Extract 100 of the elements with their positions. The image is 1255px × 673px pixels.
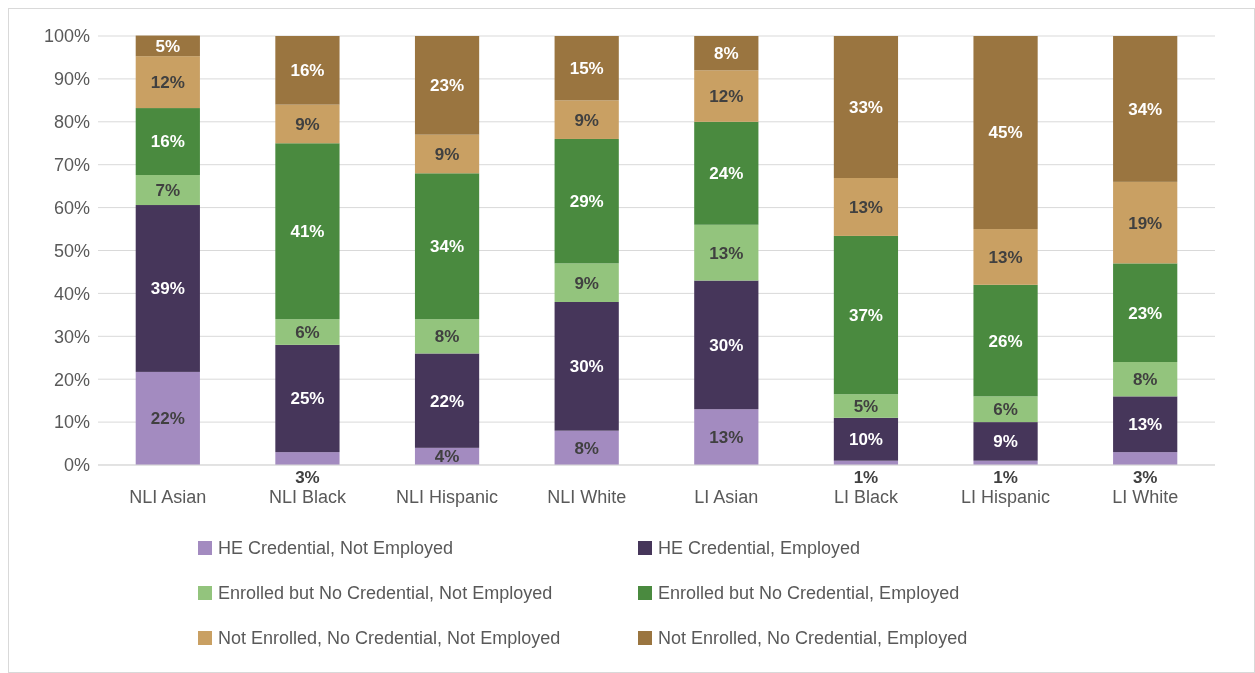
y-tick-label: 10%: [53, 412, 90, 433]
bar: [973, 36, 1038, 230]
data-label: 34%: [430, 237, 465, 257]
data-label: 29%: [569, 192, 604, 212]
bar: [275, 452, 340, 465]
legend-label: Enrolled but No Credential, Employed: [658, 583, 960, 604]
data-label: 3%: [295, 467, 320, 487]
bar: [833, 417, 899, 461]
bar: [554, 301, 619, 431]
bar: [135, 175, 200, 206]
y-tick-label: 40%: [53, 283, 90, 304]
bar: [275, 143, 340, 320]
legend-label: HE Credential, Employed: [658, 538, 861, 559]
data-label: 8%: [714, 44, 739, 64]
data-label: 25%: [290, 389, 325, 409]
data-label: 15%: [569, 59, 604, 79]
bar: [414, 173, 480, 320]
data-label: 13%: [709, 428, 744, 448]
bar: [554, 138, 619, 264]
data-label: 13%: [848, 197, 883, 217]
bar: [1113, 263, 1178, 363]
bar: [1113, 396, 1178, 453]
data-label: 22%: [150, 409, 185, 429]
bar: [973, 229, 1038, 285]
data-label: 8%: [574, 438, 599, 458]
y-tick-label: 100%: [43, 26, 90, 47]
data-label: 6%: [295, 322, 320, 342]
data-label: 8%: [434, 327, 460, 347]
data-label: 5%: [853, 396, 879, 416]
data-label: 10%: [848, 430, 883, 450]
data-label: 26%: [988, 331, 1023, 351]
bar: [414, 134, 480, 174]
bar: [275, 319, 340, 345]
data-label: 23%: [430, 76, 465, 96]
x-tick-label: LI Hispanic: [961, 487, 1051, 507]
bar: [694, 409, 759, 465]
bar: [973, 422, 1038, 461]
legend-label: Enrolled but No Credential, Not Employed: [218, 583, 553, 604]
bar: [973, 396, 1038, 423]
data-label: 7%: [155, 180, 181, 200]
data-label: 8%: [1132, 370, 1158, 390]
bar: [694, 280, 759, 410]
data-label: 19%: [1128, 213, 1163, 233]
bar: [973, 284, 1038, 397]
bar: [694, 224, 759, 281]
data-label: 1%: [853, 467, 879, 487]
data-label: 16%: [290, 61, 325, 81]
data-label: 6%: [993, 400, 1018, 420]
data-label: 9%: [574, 273, 599, 293]
bar: [1113, 452, 1178, 465]
data-label: 24%: [709, 164, 744, 184]
x-tick-label: NLI Hispanic: [396, 487, 499, 507]
data-label: 16%: [150, 132, 185, 152]
bar: [135, 108, 200, 175]
x-tick-label: LI White: [1112, 487, 1179, 507]
data-label: 30%: [569, 357, 604, 377]
x-tick-label: NLI Black: [268, 487, 347, 507]
bar: [275, 104, 340, 144]
bar: [414, 353, 480, 448]
data-label: 12%: [150, 73, 185, 93]
data-label: 23%: [1128, 303, 1163, 323]
bar: [275, 344, 340, 453]
data-label: 13%: [709, 243, 744, 263]
bar: [694, 121, 759, 225]
data-label: 13%: [988, 247, 1023, 267]
y-tick-label: 80%: [53, 112, 90, 133]
bar: [1113, 181, 1178, 264]
y-tick-label: 0%: [63, 455, 90, 476]
x-tick-label: NLI White: [547, 487, 627, 507]
bar: [135, 56, 200, 109]
data-label: 39%: [150, 279, 185, 299]
data-label: 13%: [1128, 415, 1163, 435]
bar: [833, 36, 899, 178]
y-tick-label: 60%: [53, 197, 90, 218]
x-tick-label: NLI Asian: [129, 487, 207, 507]
data-label: 9%: [993, 432, 1018, 452]
y-tick-label: 30%: [53, 326, 90, 347]
y-tick-label: 20%: [53, 369, 90, 390]
data-label: 9%: [574, 110, 599, 130]
bar: [694, 70, 759, 122]
data-label: 45%: [988, 123, 1023, 143]
y-tick-label: 70%: [53, 155, 90, 175]
data-label: 37%: [848, 306, 883, 326]
bar: [1113, 36, 1178, 182]
data-label: 4%: [434, 447, 460, 467]
y-tick-label: 90%: [53, 69, 90, 90]
data-label: 41%: [290, 222, 325, 242]
bar: [554, 36, 619, 101]
legend-label: Not Enrolled, No Credential, Employed: [658, 628, 968, 649]
data-label: 22%: [430, 391, 465, 411]
data-label: 33%: [848, 97, 883, 117]
bar: [414, 36, 480, 135]
bar: [135, 371, 200, 465]
data-label: 9%: [434, 144, 460, 164]
x-tick-label: LI Black: [833, 487, 899, 507]
bar: [275, 36, 340, 105]
legend-label: HE Credential, Not Employed: [218, 538, 454, 559]
bar: [554, 263, 619, 302]
legend-label: Not Enrolled, No Credential, Not Employed: [218, 628, 561, 649]
data-label: 12%: [709, 87, 744, 107]
